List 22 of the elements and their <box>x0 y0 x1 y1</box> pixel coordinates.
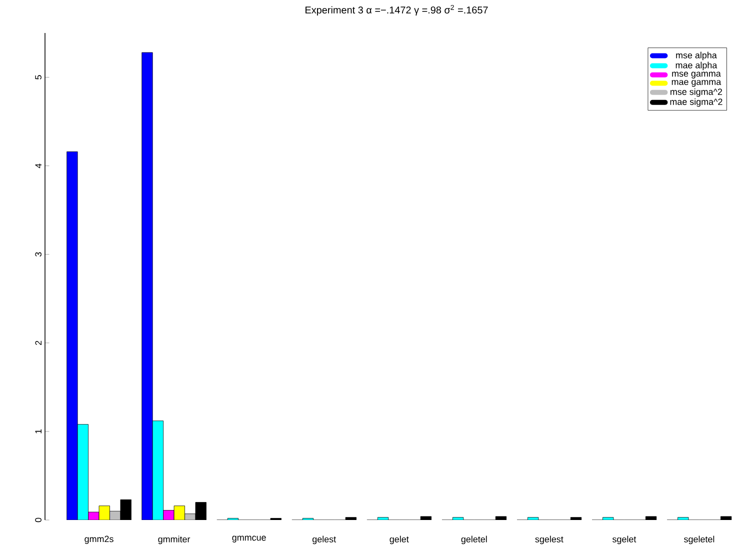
legend-label: mae gamma <box>672 80 722 87</box>
y-tick-label: 5 <box>35 75 42 80</box>
legend-label: mse alpha <box>676 52 717 60</box>
x-tick-label: gmmiter <box>158 536 190 544</box>
legend-label: mae alpha <box>676 62 718 70</box>
x-tick-label: gelet <box>390 536 409 544</box>
x-tick-label: geletel <box>461 536 487 544</box>
x-tick-label: gmmcue <box>232 536 266 542</box>
y-tick-label: 2 <box>35 340 42 345</box>
y-tick-label: 3 <box>35 252 42 257</box>
x-tick-label: sgelest <box>535 536 564 544</box>
x-tick-label: sgeletel <box>684 536 714 544</box>
chart-title: Experiment 3 α =−.1472 γ =.98 σ$^{2}$ =.1657 <box>306 4 488 16</box>
legend-label: mae sigma^2 <box>670 98 722 107</box>
y-tick-label: 4 <box>35 164 42 168</box>
legend-label: mse sigma^2 <box>670 88 722 97</box>
legend-label: mse gamma <box>672 72 721 78</box>
x-tick-label: gelest <box>312 536 336 544</box>
x-tick-label: sgelet <box>612 536 636 544</box>
y-tick-label: 0 <box>35 518 42 522</box>
x-tick-label: gmm2s <box>84 536 114 544</box>
y-tick-label: 1 <box>35 429 42 434</box>
